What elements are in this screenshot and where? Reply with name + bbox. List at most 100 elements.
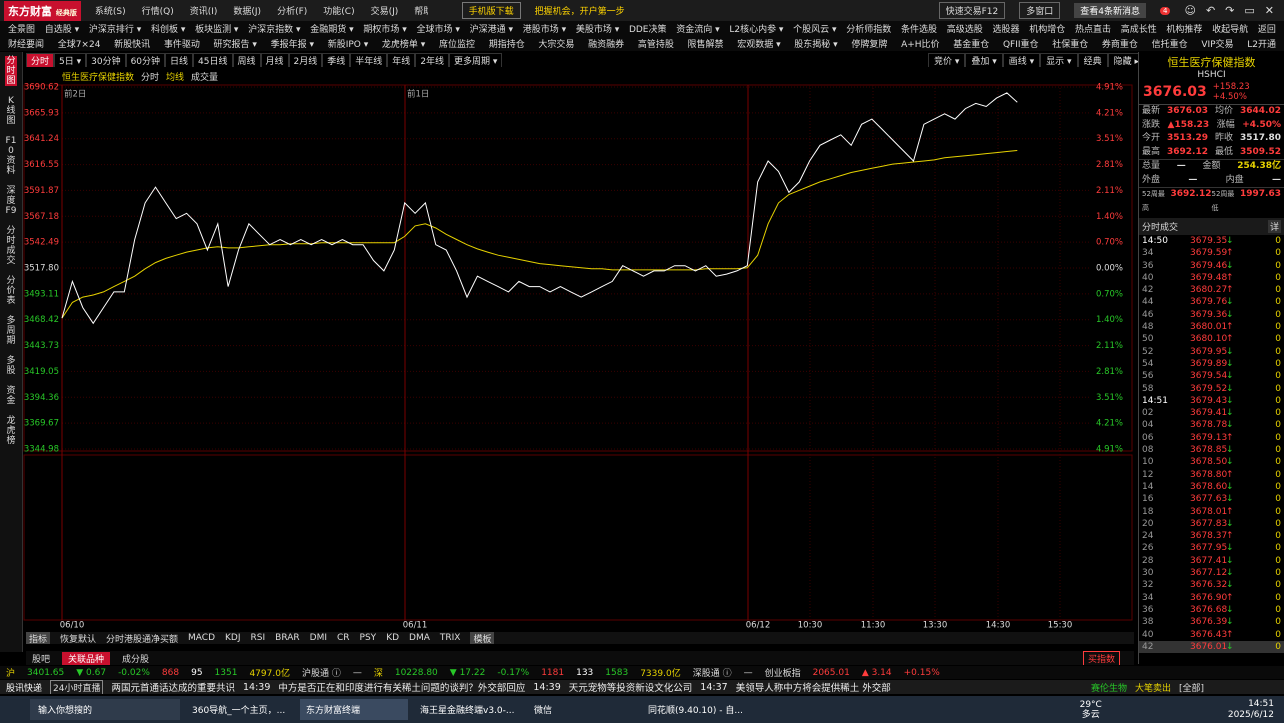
nav-link[interactable]: 股东揭秘 ▾ [794,40,838,50]
nav-link[interactable]: 社保重仓 [1052,40,1089,50]
period-tab[interactable]: 周线 [232,53,261,67]
period-tab[interactable]: 年线 [387,53,416,67]
period-tab[interactable]: 5日 ▾ [54,53,87,67]
side-tab[interactable]: 分时图 [5,56,17,86]
period-tab[interactable]: 月线 [260,53,289,67]
period-tab[interactable]: 30分钟 [86,53,126,67]
period-tab[interactable]: 日线 [165,53,194,67]
nav-link[interactable]: 高级选股 [946,25,983,35]
side-tab[interactable]: 龙虎榜 [6,416,16,446]
nav-link[interactable]: L2核心内参 ▾ [729,25,784,35]
nav-link[interactable]: 新股IPO ▾ [327,40,369,50]
tool-button[interactable]: 画线 ▾ [1002,53,1041,67]
messages[interactable]: 查看4条新消息 [1074,3,1147,18]
indicator-tab[interactable]: KDJ [225,633,241,643]
nav-link[interactable]: 金融期货 ▾ [310,25,354,35]
side-tab[interactable]: 资金 [6,386,16,406]
menu-item[interactable]: 行情(Q) [141,7,174,17]
menu-item[interactable]: 分析(F) [277,7,308,17]
nav-link[interactable]: 研究报告 ▾ [213,40,257,50]
indicator-tab[interactable]: TRIX [439,633,461,643]
bottom-tab[interactable]: 成分股 [122,654,150,665]
nav-link[interactable]: 收起导航 [1212,25,1249,35]
menu-item[interactable]: 帮助(H) [414,7,427,17]
taskbar-app[interactable]: 微信 [534,706,553,716]
period-tab[interactable]: 分时 [26,53,55,67]
window-controls[interactable]: ☺↶↷▭✕ [1184,4,1284,17]
phone-button[interactable]: 手机版下载 [461,2,521,19]
side-tab[interactable]: 深度F9 [5,186,17,216]
menu-item[interactable]: 交易(J) [370,7,399,17]
indicator-tab[interactable]: RSI [250,633,266,643]
side-tab[interactable]: 多股 [6,356,16,376]
nav-link[interactable]: 个股风云 ▾ [793,25,837,35]
period-tab[interactable]: 半年线 [350,53,388,67]
nav-link[interactable]: 全景图 [8,25,36,35]
nav-link[interactable]: 季报年报 ▾ [270,40,314,50]
buy-index-button[interactable]: 买指数 [1082,651,1120,665]
nav-link[interactable]: 科创板 ▾ [150,25,186,35]
taskbar-app[interactable]: 东方财富终端 [300,699,408,720]
nav-link[interactable]: 返回 [1257,25,1276,35]
indicator-tab[interactable]: BRAR [275,633,300,643]
nav-link[interactable]: 自选股 ▾ [44,25,80,35]
promo-link[interactable]: 把握机会，开户第一步 [534,7,625,17]
nav-link[interactable]: 沪深京指数 ▾ [248,25,301,35]
nav-link[interactable]: 限售解禁 [687,40,724,50]
nav-link[interactable]: 高成长性 [1120,25,1157,35]
indicator-tab[interactable]: DMA [409,633,430,643]
nav-link[interactable]: 条件选股 [901,25,938,35]
indicator-tab[interactable]: CR [337,633,350,643]
search-box[interactable]: 输入你想搜的 [30,699,180,720]
nav-link[interactable]: 期权市场 ▾ [363,25,407,35]
nav-link[interactable]: 大宗交易 [538,40,575,50]
nav-link[interactable]: A+H比价 [901,40,940,50]
taskbar-app[interactable]: 同花顺(9.40.10) - 自... [648,706,743,716]
tool-button[interactable]: 显示 ▾ [1040,53,1078,67]
taskbar-app[interactable]: 海王星金融终端v3.0-... [420,706,515,716]
period-tab[interactable]: 2月线 [288,53,323,67]
menu-item[interactable]: 系统(S) [94,7,126,17]
nav-link[interactable]: 港股市场 ▾ [522,25,567,35]
indicator-tab[interactable]: 分时港股通净买额 [106,634,179,645]
bottom-tab[interactable]: 关联品种 [62,651,111,665]
nav-link[interactable]: 沪深京排行 ▾ [88,25,142,35]
nav-link[interactable]: 融资融券 [588,40,625,50]
nav-link[interactable]: 分析师指数 [846,25,892,35]
side-tab[interactable]: K线图 [6,96,16,126]
tool-button[interactable]: 竞价 ▾ [928,53,966,67]
nav-link[interactable]: 事件驱动 [163,40,200,50]
period-tab[interactable]: 更多周期 ▾ [449,53,503,67]
nav-link[interactable]: 龙虎榜单 ▾ [381,40,426,50]
indicator-tab[interactable]: 模板 [470,632,495,644]
nav-link[interactable]: 券商重仓 [1101,40,1138,50]
period-tab[interactable]: 2年线 [415,53,450,67]
menu-item[interactable]: 资讯(I) [189,7,218,17]
indicator-tab[interactable]: 指标 [26,632,51,644]
side-tab[interactable]: 分价表 [6,276,16,306]
nav-link[interactable]: 高管持股 [637,40,674,50]
side-tab[interactable]: 分时成交 [6,226,16,266]
ticks-detail[interactable]: 详 [1267,220,1281,233]
bottom-tab[interactable]: 股吧 [32,654,51,665]
nav-link[interactable]: 基金重仓 [953,40,990,50]
indicator-tab[interactable]: DMI [309,633,327,643]
indicator-tab[interactable]: PSY [359,633,377,643]
nav-link[interactable]: L2开通 [1247,40,1276,50]
nav-link[interactable]: 期指持仓 [488,40,525,50]
menu-item[interactable]: 数据(J) [233,7,262,17]
nav-link[interactable]: 信托重仓 [1151,40,1188,50]
side-tab[interactable]: 多周期 [6,316,16,346]
nav-link[interactable]: 席位监控 [439,40,476,50]
nav-link[interactable]: 财经要闻 [8,40,45,50]
tool-button[interactable]: 经典 [1077,53,1108,67]
period-tab[interactable]: 季线 [322,53,351,67]
quick-trade[interactable]: 快速交易F12 [938,2,1006,19]
news-all[interactable]: [全部] [1178,683,1204,694]
nav-link[interactable]: 新股快讯 [114,40,151,50]
nav-link[interactable]: VIP交易 [1201,40,1234,50]
nav-link[interactable]: 宏观数据 ▾ [737,40,781,50]
nav-link[interactable]: DDE决策 [628,25,667,35]
nav-link[interactable]: QFII重仓 [1002,40,1039,50]
taskbar-app[interactable]: 360导航_一个主页，... [192,706,286,716]
